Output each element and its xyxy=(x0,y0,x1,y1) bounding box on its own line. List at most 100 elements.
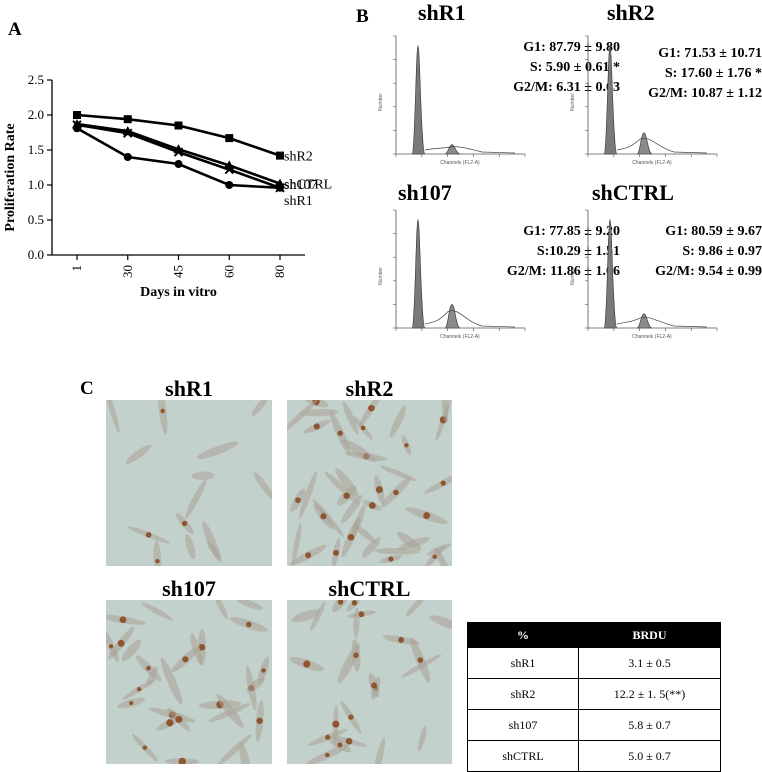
microscopy-image-shr2 xyxy=(287,400,452,566)
cell-body xyxy=(160,657,183,705)
histogram-panel-shr1: shR1 Number Channels (FL2-A) G1: 87.79 ± … xyxy=(370,0,620,170)
cell-body xyxy=(342,401,359,435)
column-header: BRDU xyxy=(578,622,721,648)
s-phase-curve xyxy=(424,146,516,154)
cell-body xyxy=(374,548,420,555)
stained-nucleus xyxy=(337,600,344,605)
histogram-stats: G1: 87.79 ± 9.80 S: 5.90 ± 0.61 * G2/M: … xyxy=(513,38,620,98)
s-phase-curve xyxy=(616,137,708,154)
data-point xyxy=(123,115,132,124)
cell-body xyxy=(190,633,203,665)
stained-nucleus xyxy=(368,502,376,509)
g2m-stat: G2/M: 6.31 ± 0.63 xyxy=(513,80,620,95)
microscopy-image-shctrl xyxy=(287,600,452,764)
stained-nucleus xyxy=(440,480,446,486)
series-label-shctrl: shCTRL xyxy=(284,178,332,193)
x-axis-label: Channels (FL2-A) xyxy=(632,160,672,166)
y-tick-label: 0.5 xyxy=(28,212,44,227)
histogram-title: shR1 xyxy=(418,0,466,25)
stained-nucleus xyxy=(136,686,142,692)
stained-nucleus xyxy=(337,430,343,436)
panel-label-c: C xyxy=(80,378,94,399)
y-tick-label: 2.5 xyxy=(28,72,44,87)
cell-body xyxy=(253,472,272,501)
y-axis-label: Number xyxy=(570,93,576,111)
cell-body xyxy=(361,537,381,558)
data-point xyxy=(276,183,284,192)
y-tick-label: 1.5 xyxy=(28,142,44,157)
g1-stat: G1: 80.59 ± 9.67 xyxy=(665,224,762,239)
cell-body xyxy=(298,471,318,519)
cell-body xyxy=(157,400,168,435)
table-cell: 3.1 ± 0.5 xyxy=(578,647,721,679)
data-point xyxy=(73,124,81,133)
cell-body xyxy=(418,725,427,752)
stained-nucleus xyxy=(423,512,431,519)
s-stat: S: 9.86 ± 0.97 xyxy=(682,244,762,259)
y-axis-label: Number xyxy=(570,267,576,285)
series-line-shr1 xyxy=(76,127,281,190)
stained-nucleus xyxy=(343,492,350,499)
stained-nucleus xyxy=(166,719,174,727)
brdu-table: % BRDU shR1 3.1 ± 0.5 shR2 12.2 ± 1. 5(*… xyxy=(467,622,721,772)
g2m-peak xyxy=(636,313,653,329)
cell-body xyxy=(353,607,360,639)
stained-nucleus xyxy=(388,556,394,562)
proliferation-line-chart: 0.0 0.5 1.0 1.5 2.0 2.5 1 30 45 60 80 Days in vitro… xyxy=(3,72,332,300)
histogram-title: shR2 xyxy=(607,0,655,25)
stained-cells xyxy=(289,600,452,764)
stained-nucleus xyxy=(398,637,405,643)
stained-nucleus xyxy=(332,720,340,728)
cell-body xyxy=(236,600,263,610)
x-tick-label: 45 xyxy=(171,265,186,278)
stained-nucleus xyxy=(198,643,206,651)
stained-nucleus xyxy=(351,600,358,606)
cell-body xyxy=(340,495,363,524)
image-title-shctrl: shCTRL xyxy=(328,576,411,601)
stained-nucleus xyxy=(325,734,331,740)
cell-body xyxy=(287,400,318,434)
panel-label-a: A xyxy=(8,19,22,40)
microscopy-image-sh107 xyxy=(106,600,272,764)
g2m-stat: G2/M: 9.54 ± 0.99 xyxy=(655,264,762,279)
stained-nucleus xyxy=(256,717,263,724)
microscopy-image-shr1 xyxy=(106,400,272,566)
cell-body xyxy=(310,601,326,631)
table-row: sh107 5.8 ± 0.7 xyxy=(467,709,721,741)
cell-body xyxy=(121,639,142,662)
g1-peak xyxy=(603,45,618,155)
table-cell: shR1 xyxy=(467,647,579,679)
s-stat: S:10.29 ± 1.51 xyxy=(536,244,620,259)
g2m-stat: G2/M: 10.87 ± 1.12 xyxy=(648,86,762,101)
x-tick-label: 80 xyxy=(272,265,287,278)
x-axis-label: Channels (FL2-A) xyxy=(440,160,480,166)
stained-nucleus xyxy=(371,682,378,689)
cell-body xyxy=(106,400,120,434)
table-header-row: % BRDU xyxy=(467,622,721,648)
cell-body xyxy=(389,405,407,438)
cell-body xyxy=(291,522,302,565)
stained-nucleus xyxy=(345,737,353,745)
cell-body xyxy=(371,737,386,764)
stained-nucleus xyxy=(325,752,330,758)
stained-nucleus xyxy=(160,408,165,414)
cell-body xyxy=(291,609,321,623)
y-tick-label: 0.0 xyxy=(28,247,44,262)
g1-stat: G1: 87.79 ± 9.80 xyxy=(523,40,620,55)
stained-nucleus xyxy=(313,423,320,430)
cell-body xyxy=(125,444,152,464)
data-point xyxy=(173,147,184,157)
x-axis-label: Days in vitro xyxy=(140,285,217,300)
stained-nucleus xyxy=(337,742,343,748)
g2m-peak xyxy=(636,132,653,155)
g1-stat: G1: 77.85 ± 9.20 xyxy=(523,224,620,239)
series-label-shr2: shR2 xyxy=(284,150,313,165)
g1-peak xyxy=(411,219,426,329)
data-point xyxy=(123,128,133,138)
stained-nucleus xyxy=(155,559,160,564)
y-axis-label: Number xyxy=(378,267,384,285)
data-point xyxy=(224,164,234,175)
histogram-plot: Number Channels (FL2-A) xyxy=(570,35,718,166)
histogram-plot: Number Channels (FL2-A) xyxy=(378,35,526,166)
cell-body xyxy=(216,694,244,729)
